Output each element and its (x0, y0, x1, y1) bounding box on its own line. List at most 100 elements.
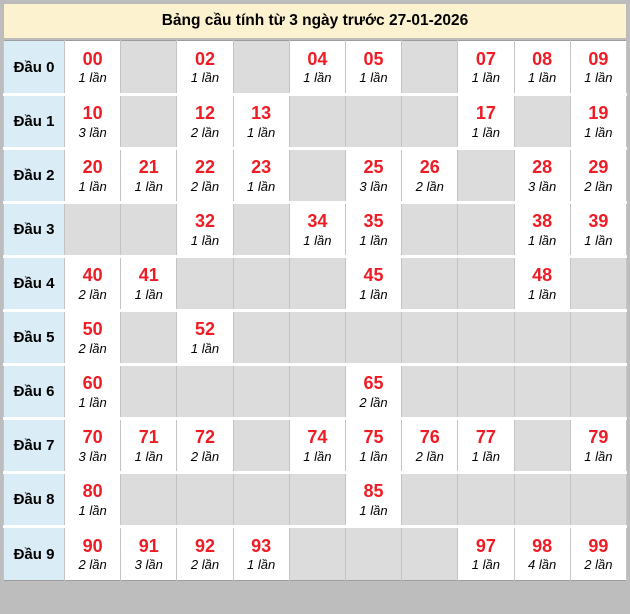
number-cell: 38 1 lần (513, 202, 571, 257)
cell-number: 07 (475, 48, 496, 69)
number-cell: 17 1 lần (457, 94, 515, 149)
empty-cell (401, 40, 459, 95)
bridge-table-body: Đầu 0 00 1 lần 02 1 lần 04 1 lần 05 1 lần 07 1 lần… (3, 40, 628, 581)
cell-count: 2 lần (190, 448, 220, 464)
cell-number: 25 (363, 157, 384, 178)
cell-number: 32 (194, 211, 215, 232)
number-cell: 50 2 lần (63, 310, 122, 365)
cell-count: 1 lần (359, 232, 388, 248)
cell-number: 76 (419, 427, 440, 448)
empty-cell (232, 310, 290, 365)
cell-count: 1 lần (471, 557, 500, 573)
cell-count: 2 lần (78, 340, 107, 356)
empty-cell (401, 526, 459, 581)
cell-number: 41 (138, 265, 159, 286)
empty-cell (457, 148, 515, 203)
cell-count: 2 lần (415, 178, 444, 194)
cell-count: 1 lần (584, 232, 613, 248)
table-row: Đầu 1 10 3 lần 12 2 lần 13 1 lần 17 1 lần 19 1 lần (3, 94, 628, 149)
cell-count: 1 lần (303, 70, 332, 86)
cell-count: 1 lần (584, 448, 613, 464)
number-cell: 22 2 lần (176, 148, 234, 203)
number-cell: 19 1 lần (569, 94, 628, 149)
cell-number: 85 (363, 481, 384, 502)
number-cell: 04 1 lần (288, 40, 346, 95)
empty-cell (288, 94, 346, 149)
empty-cell (401, 94, 459, 149)
cell-count: 1 lần (247, 178, 276, 194)
empty-cell (457, 256, 515, 311)
number-cell: 91 3 lần (120, 526, 178, 581)
row-header: Đầu 8 (3, 472, 65, 527)
number-cell: 76 2 lần (401, 418, 459, 473)
empty-cell (232, 40, 290, 95)
row-header: Đầu 2 (3, 148, 65, 203)
empty-cell (513, 364, 571, 419)
cell-number: 23 (251, 157, 272, 178)
number-cell: 39 1 lần (569, 202, 628, 257)
number-cell: 35 1 lần (344, 202, 403, 257)
empty-cell (232, 418, 290, 473)
number-cell: 08 1 lần (513, 40, 571, 95)
cell-count: 1 lần (471, 448, 500, 464)
cell-number: 39 (588, 211, 609, 232)
cell-count: 2 lần (359, 394, 388, 410)
cell-number: 05 (363, 48, 384, 69)
cell-number: 19 (588, 103, 609, 124)
empty-cell (120, 94, 178, 149)
cell-count: 1 lần (303, 448, 332, 464)
row-header: Đầu 3 (3, 202, 65, 257)
number-cell: 92 2 lần (176, 526, 234, 581)
cell-number: 50 (82, 319, 103, 340)
number-cell: 40 2 lần (63, 256, 122, 311)
table-row: Đầu 5 50 2 lần 52 1 lần (3, 310, 628, 365)
cell-number: 99 (588, 535, 609, 556)
empty-cell (401, 202, 459, 257)
empty-cell (457, 472, 515, 527)
number-cell: 70 3 lần (63, 418, 122, 473)
number-cell: 34 1 lần (288, 202, 346, 257)
cell-count: 2 lần (584, 178, 613, 194)
number-cell: 41 1 lần (120, 256, 178, 311)
cell-number: 52 (194, 319, 215, 340)
cell-count: 1 lần (78, 70, 107, 86)
cell-number: 04 (307, 48, 328, 69)
cell-count: 1 lần (247, 124, 276, 140)
number-cell: 65 2 lần (344, 364, 403, 419)
row-header: Đầu 9 (3, 526, 65, 581)
number-cell: 32 1 lần (176, 202, 234, 257)
table-row: Đầu 6 60 1 lần 65 2 lần (3, 364, 628, 419)
cell-count: 1 lần (78, 178, 107, 194)
number-cell: 77 1 lần (457, 418, 515, 473)
empty-cell (513, 418, 571, 473)
number-cell: 71 1 lần (120, 418, 178, 473)
cell-number: 35 (363, 211, 384, 232)
cell-count: 1 lần (190, 232, 220, 248)
cell-count: 3 lần (527, 178, 557, 194)
empty-cell (569, 472, 628, 527)
cell-number: 48 (532, 265, 553, 286)
cell-number: 26 (419, 157, 440, 178)
number-cell: 48 1 lần (513, 256, 571, 311)
row-header: Đầu 4 (3, 256, 65, 311)
number-cell: 90 2 lần (63, 526, 122, 581)
empty-cell (120, 472, 178, 527)
empty-cell (288, 310, 346, 365)
cell-count: 3 lần (359, 178, 388, 194)
number-cell: 74 1 lần (288, 418, 346, 473)
cell-number: 02 (194, 48, 215, 69)
cell-number: 09 (588, 48, 609, 69)
empty-cell (232, 202, 290, 257)
row-header: Đầu 5 (3, 310, 65, 365)
number-cell: 20 1 lần (63, 148, 122, 203)
cell-count: 1 lần (527, 286, 557, 302)
cell-count: 4 lần (527, 557, 557, 573)
number-cell: 02 1 lần (176, 40, 234, 95)
row-header: Đầu 6 (3, 364, 65, 419)
number-cell: 07 1 lần (457, 40, 515, 95)
empty-cell (513, 472, 571, 527)
cell-count: 1 lần (134, 286, 163, 302)
number-cell: 60 1 lần (63, 364, 122, 419)
number-cell: 52 1 lần (176, 310, 234, 365)
